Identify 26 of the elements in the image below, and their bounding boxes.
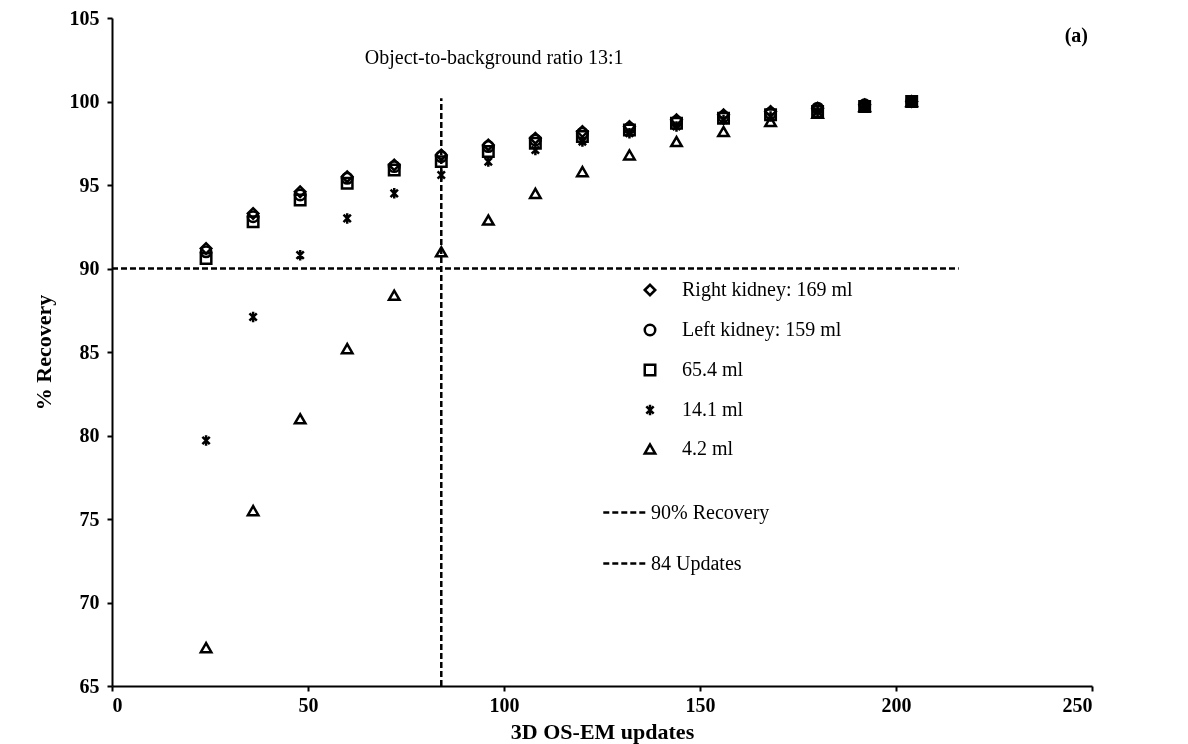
legend-label: 4.2 ml — [682, 437, 734, 459]
legend-label: 14.1 ml — [682, 398, 744, 420]
y-tick-label: 85 — [79, 340, 100, 363]
legend-label: 90% Recovery — [651, 500, 770, 524]
x-tick-label: 200 — [881, 693, 912, 716]
y-tick-label: 105 — [69, 6, 100, 29]
annotation: Object-to-background ratio 13:1 — [364, 46, 624, 69]
y-tick-label: 65 — [79, 674, 100, 697]
x-tick-label: 150 — [685, 693, 716, 716]
x-tick-label: 100 — [489, 693, 520, 716]
legend-label: 65.4 ml — [682, 358, 744, 380]
y-tick-label: 90 — [79, 257, 100, 279]
legend-label: Right kidney: 169 ml — [682, 278, 853, 301]
y-tick-label: 100 — [69, 90, 100, 112]
y-tick-label: 70 — [79, 591, 100, 613]
y-axis-title: % Recovery — [30, 294, 56, 411]
x-axis-title: 3D OS-EM updates — [510, 718, 695, 744]
y-tick-label: 80 — [79, 424, 100, 446]
y-tick-label: 75 — [79, 507, 100, 530]
x-tick-label: 250 — [1062, 693, 1093, 716]
y-tick-label: 95 — [79, 173, 100, 196]
legend-label: Left kidney: 159 ml — [682, 318, 842, 341]
annotation: (a) — [1064, 24, 1088, 47]
x-tick-label: 0 — [112, 693, 123, 716]
x-tick-label: 50 — [298, 693, 319, 716]
legend-label: 84 Updates — [651, 551, 742, 575]
